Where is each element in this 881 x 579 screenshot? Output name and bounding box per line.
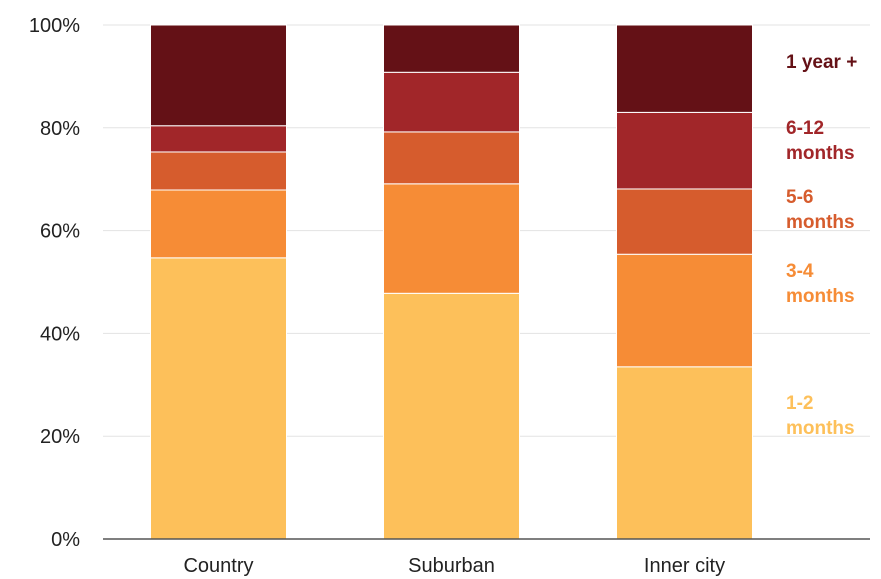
bar-segment [150, 257, 287, 540]
y-tick-label: 0% [51, 529, 80, 551]
bar-segment [383, 24, 520, 73]
bar-segment [150, 151, 287, 191]
legend-label: 5-6 months [786, 187, 855, 233]
bar-segment [616, 111, 753, 190]
x-category-label: Inner city [644, 555, 725, 577]
bar-segment [616, 24, 753, 113]
y-tick-label: 100% [29, 15, 80, 37]
bar-segment [616, 366, 753, 540]
bar-segment [383, 292, 520, 540]
y-tick-label: 60% [40, 221, 80, 243]
y-tick-label: 80% [40, 118, 80, 140]
bar-segment [150, 24, 287, 127]
axes: 0% 20% 40% 60% 80% 100% Country Suburban Inner c… [29, 15, 870, 577]
legend-label: 1 year + [786, 52, 857, 73]
bar-segment [150, 125, 287, 153]
bar-segment [383, 183, 520, 294]
bar-segment [616, 188, 753, 255]
bar-segment [616, 253, 753, 368]
bar-segment [150, 189, 287, 259]
legend-label: 3-4 months [786, 261, 855, 307]
bars [150, 24, 753, 540]
legend-label: 1-2 months [786, 393, 855, 439]
x-category-label: Country [183, 555, 253, 577]
legend: 1-2 months 3-4 months 5-6 months 6-12 months 1 y… [786, 52, 857, 439]
y-tick-label: 40% [40, 323, 80, 345]
legend-label: 6-12 months [786, 118, 855, 164]
bar-segment [383, 131, 520, 185]
bar-segment [383, 71, 520, 133]
x-category-label: Suburban [408, 555, 495, 577]
y-tick-label: 20% [40, 426, 80, 448]
